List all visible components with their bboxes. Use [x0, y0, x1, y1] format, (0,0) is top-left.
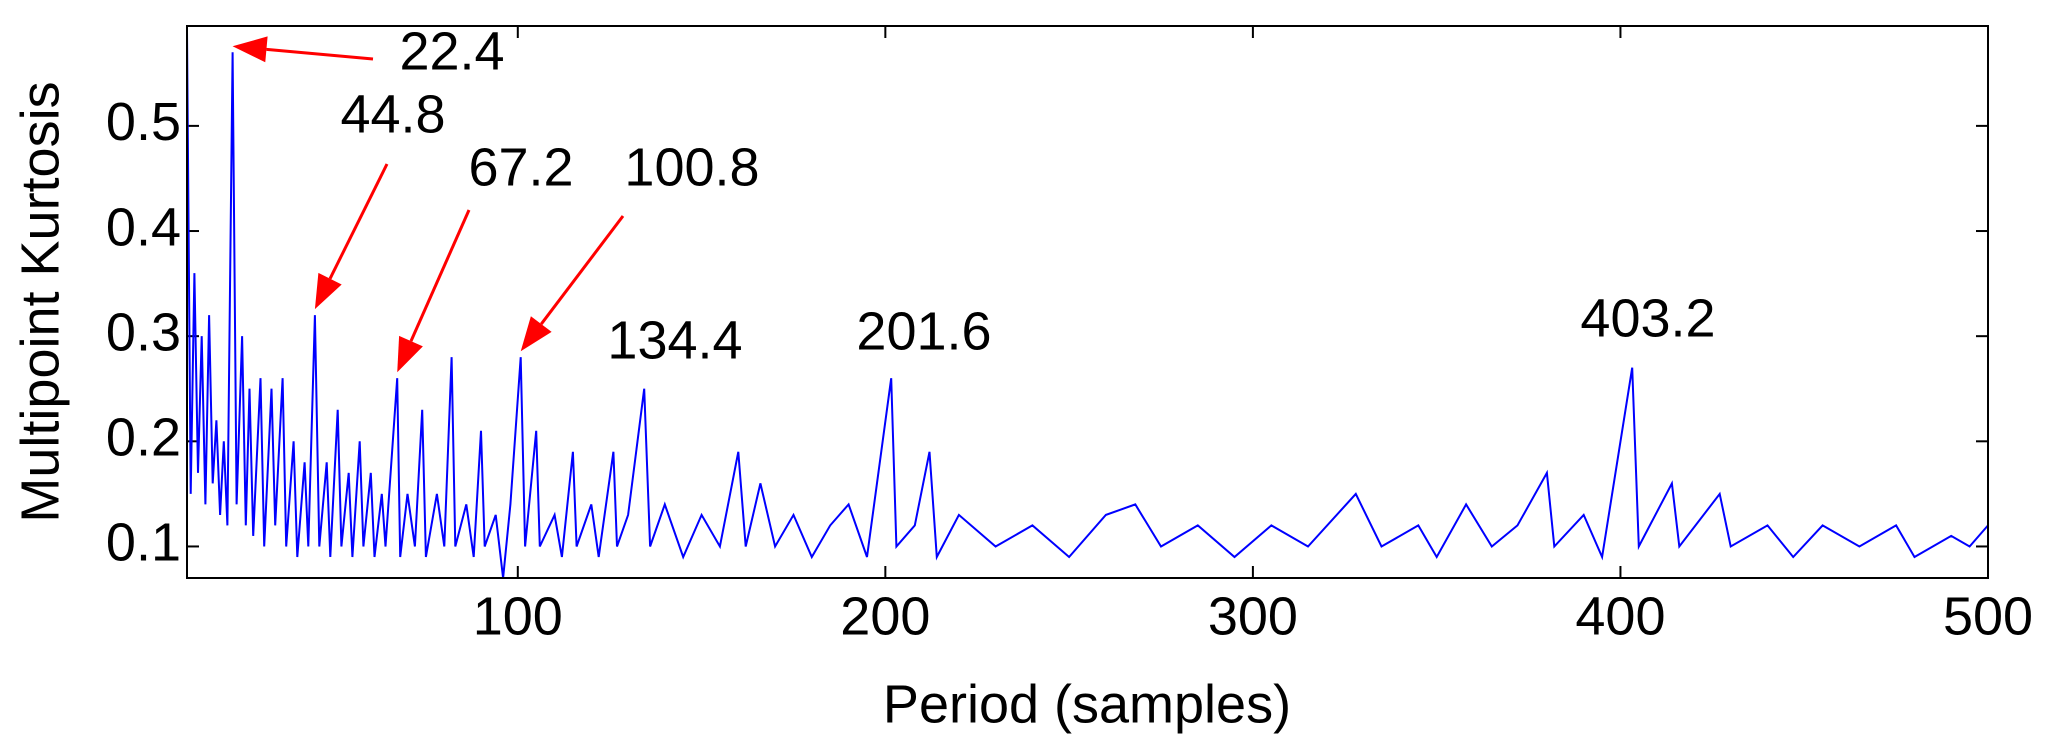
x-axis-label: Period (samples) [883, 674, 1291, 734]
annotation: 403.2 [1580, 288, 1715, 348]
y-axis-label: Multipoint Kurtosis [10, 81, 70, 522]
x-tick-label: 100 [473, 586, 563, 646]
y-tick-label: 0.2 [106, 408, 181, 468]
y-tick-label: 0.1 [106, 513, 181, 573]
arrow-head [397, 335, 423, 373]
data-line [186, 31, 1989, 579]
y-tick-label: 0.3 [106, 302, 181, 362]
x-tick-label: 200 [840, 586, 930, 646]
y-tick-label: 0.5 [106, 92, 181, 152]
x-tick-label: 300 [1208, 586, 1298, 646]
annotation: 67.2 [468, 137, 573, 197]
arrow-head [520, 316, 552, 352]
arrow-head [232, 36, 268, 63]
arrow-shaft [328, 163, 389, 280]
x-tick-label: 500 [1943, 586, 2033, 646]
annotation: 22.4 [399, 21, 504, 81]
annotation: 134.4 [607, 310, 742, 370]
y-tick-label: 0.4 [106, 197, 181, 257]
arrow-shaft [409, 209, 471, 342]
x-tick-label: 400 [1575, 586, 1665, 646]
arrow-head [314, 272, 342, 310]
arrow-shaft [540, 215, 625, 325]
annotation: 44.8 [340, 84, 445, 144]
annotation: 201.6 [856, 301, 991, 361]
arrow-shaft [266, 47, 374, 61]
annotation: 100.8 [624, 137, 759, 197]
plot-frame [186, 25, 1989, 579]
